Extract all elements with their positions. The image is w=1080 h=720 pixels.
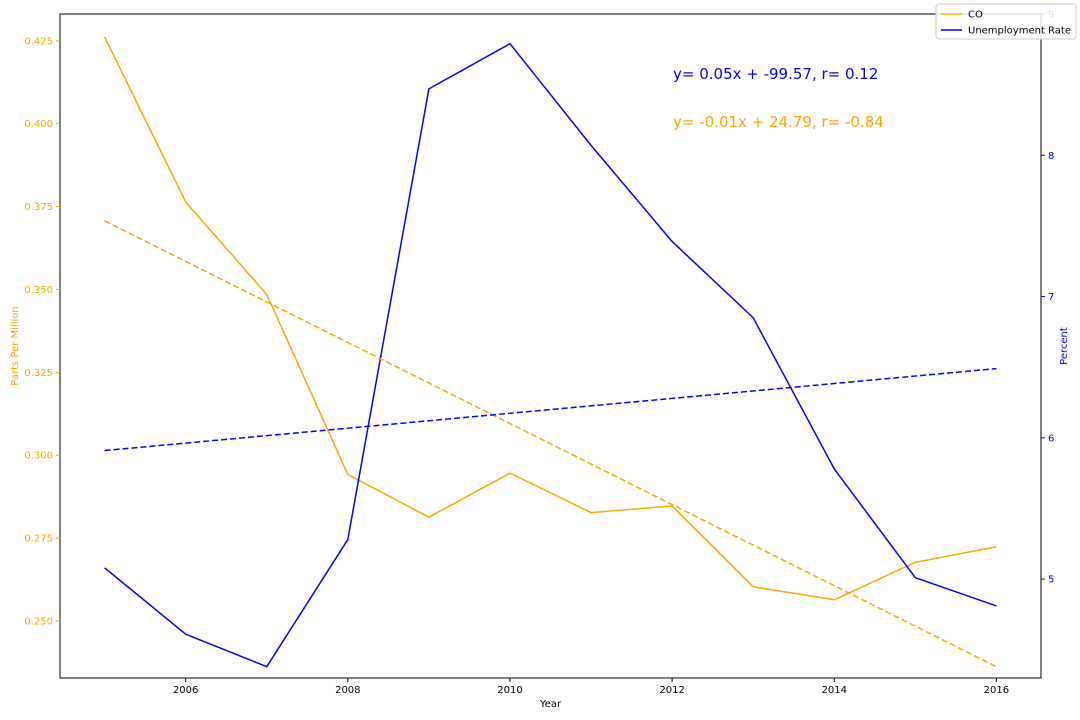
x-axis-label: Year bbox=[539, 699, 562, 710]
trendline-co bbox=[104, 220, 997, 668]
y-right-tick-label: 8 bbox=[1048, 151, 1054, 162]
x-tick-label: 2008 bbox=[335, 685, 360, 696]
x-tick-label: 2016 bbox=[984, 685, 1009, 696]
y-left-tick-label: 0.400 bbox=[24, 119, 53, 130]
annotations: y= 0.05x + -99.57, r= 0.12 y= -0.01x + 24… bbox=[673, 65, 884, 131]
x-tick-label: 2014 bbox=[822, 685, 847, 696]
y-left-tick-label: 0.325 bbox=[24, 368, 53, 379]
legend-box bbox=[935, 3, 1077, 40]
axes: 2006 2008 2010 2012 2014 2016 0.250 0.275 0.300 0… bbox=[10, 10, 1070, 711]
annotation-co-fit: y= -0.01x + 24.79, r= -0.84 bbox=[673, 113, 884, 131]
legend-entry-label: CO bbox=[968, 10, 983, 21]
y-left-tick-label: 0.250 bbox=[24, 616, 53, 627]
annotation-unemployment-fit: y= 0.05x + -99.57, r= 0.12 bbox=[673, 65, 878, 83]
x-tick-label: 2010 bbox=[497, 685, 522, 696]
y-left-tick-label: 0.275 bbox=[24, 534, 53, 545]
x-tick-label: 2012 bbox=[659, 685, 684, 696]
series-line-co bbox=[103, 36, 997, 601]
trendline-unemployment bbox=[104, 367, 997, 452]
y-right-tick-label: 5 bbox=[1048, 575, 1054, 586]
y-left-axis-label: Parts Per Million bbox=[10, 306, 21, 385]
y-left-tick-label: 0.350 bbox=[24, 285, 53, 296]
legend-entry-label: Unemployment Rate bbox=[968, 26, 1071, 37]
y-right-axis-label: Percent bbox=[1059, 327, 1070, 365]
plot-frame bbox=[59, 13, 1042, 679]
plot-area bbox=[103, 36, 997, 668]
y-left-tick-label: 0.300 bbox=[24, 451, 53, 462]
x-tick-label: 2006 bbox=[173, 685, 198, 696]
legend: CO Unemployment Rate bbox=[935, 3, 1077, 40]
y-left-tick-label: 0.375 bbox=[24, 202, 53, 213]
y-left-tick-label: 0.425 bbox=[24, 36, 53, 47]
y-right-tick-label: 6 bbox=[1048, 433, 1054, 444]
series-line-unemployment-rate bbox=[104, 42, 997, 668]
y-right-tick-label: 7 bbox=[1048, 292, 1054, 303]
